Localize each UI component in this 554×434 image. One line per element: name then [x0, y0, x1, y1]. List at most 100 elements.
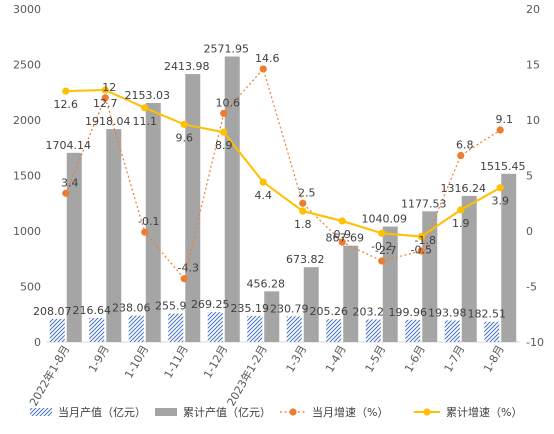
- y-left-tick-label: 500: [20, 281, 41, 294]
- cumulative-growth-marker: [62, 87, 70, 95]
- lines-group: [62, 65, 504, 283]
- monthly-growth-label: 10.6: [216, 96, 241, 109]
- cumulative-growth-marker: [457, 206, 465, 214]
- cumulative-growth-label: 0.9: [334, 228, 352, 241]
- legend-marker: [289, 408, 297, 416]
- monthly-output-bar: [286, 316, 302, 342]
- legend-label: 当月增速（%）: [312, 405, 388, 419]
- monthly-growth-marker: [259, 65, 267, 73]
- cumulative-growth-label: 8.9: [215, 139, 233, 152]
- monthly-growth-marker: [299, 199, 307, 207]
- cumulative-output-label: 2413.98: [164, 60, 210, 73]
- monthly-growth-marker: [220, 109, 228, 117]
- x-tick-label: 2022年1-8月: [26, 343, 72, 409]
- cumulative-output-bar: [224, 56, 240, 342]
- cumulative-output-label: 2571.95: [204, 43, 250, 56]
- monthly-output-label: 203.2: [353, 305, 385, 318]
- y-right-tick-label: -5: [526, 281, 537, 294]
- monthly-growth-line: [65, 67, 501, 281]
- monthly-output-bar: [444, 320, 460, 342]
- monthly-output-label: 269.25: [191, 298, 230, 311]
- y-right-tick-label: 15: [526, 59, 540, 72]
- monthly-growth-label: 12: [102, 81, 116, 94]
- monthly-output-bar: [168, 313, 184, 342]
- monthly-output-label: 216.64: [73, 304, 112, 317]
- y-left-tick-label: 1500: [13, 170, 41, 183]
- monthly-output-label: 230.79: [270, 302, 309, 315]
- cumulative-growth-label: 9.6: [176, 131, 194, 144]
- monthly-output-label: 199.96: [389, 306, 428, 319]
- monthly-output-bar: [49, 318, 65, 342]
- monthly-growth-label: 6.8: [456, 139, 474, 152]
- monthly-growth-marker: [378, 257, 386, 265]
- monthly-growth-label: -2.7: [375, 244, 396, 257]
- x-tick-label: 1-9月: [86, 343, 112, 375]
- monthly-growth-label: 9.1: [496, 113, 514, 126]
- cumulative-output-bar: [461, 195, 477, 342]
- cumulative-output-label: 2153.03: [125, 89, 171, 102]
- monthly-output-bar: [365, 319, 381, 342]
- legend-marker: [423, 408, 431, 416]
- cumulative-growth-label: 1.8: [294, 218, 312, 231]
- x-tick-label: 1-10月: [122, 343, 151, 381]
- monthly-growth-marker: [417, 247, 425, 255]
- cumulative-growth-label: 12.7: [93, 97, 118, 110]
- x-tick-label: 2023年1-2月: [224, 343, 270, 409]
- cumulative-output-bar: [66, 152, 82, 342]
- monthly-output-bar: [89, 317, 105, 342]
- legend-swatch-cumulative-output: [155, 408, 177, 416]
- y-right-tick-label: -10: [526, 336, 544, 349]
- monthly-output-label: 255.9: [155, 300, 187, 313]
- legend-label: 累计增速（%）: [446, 405, 522, 419]
- monthly-output-label: 205.26: [310, 305, 349, 318]
- monthly-output-bar: [247, 315, 263, 342]
- monthly-growth-marker: [62, 189, 70, 197]
- x-tick-label: 1-11月: [162, 343, 191, 381]
- cumulative-output-bar: [264, 291, 280, 342]
- cumulative-growth-marker: [101, 86, 109, 94]
- cumulative-output-bar: [106, 129, 122, 342]
- monthly-growth-label: 3.4: [61, 176, 79, 189]
- monthly-output-label: 208.07: [33, 305, 72, 318]
- cumulative-growth-marker: [378, 229, 386, 237]
- cumulative-output-label: 1918.04: [85, 115, 131, 128]
- cumulative-growth-label: 11.1: [133, 115, 158, 128]
- monthly-output-label: 235.19: [231, 302, 270, 315]
- monthly-growth-marker: [101, 94, 109, 102]
- data-labels-group: 208.07 216.64 238.06 255.9 269.25 235.19 230.7…: [33, 43, 526, 321]
- x-tick-label: 1-8月: [481, 343, 507, 375]
- legend-swatch-monthly-output: [30, 408, 52, 416]
- cumulative-output-label: 673.82: [286, 253, 325, 266]
- cumulative-output-label: 1040.09: [362, 213, 408, 226]
- x-tick-label: 1-6月: [402, 343, 428, 375]
- monthly-output-bar: [128, 315, 144, 342]
- cumulative-output-bar: [185, 74, 201, 342]
- cumulative-growth-label: -0.2: [371, 240, 392, 253]
- cumulative-output-label: 1704.14: [46, 139, 92, 152]
- cumulative-output-bar: [382, 226, 398, 342]
- monthly-output-label: 238.06: [112, 302, 151, 315]
- monthly-growth-marker: [457, 151, 465, 160]
- cumulative-output-label: 867.69: [326, 232, 365, 245]
- x-tick-label: 1-12月: [201, 343, 230, 381]
- monthly-growth-marker: [180, 275, 188, 283]
- legend: 当月产值（亿元） 累计产值（亿元） 当月增速（%） 累计增速（%）: [30, 405, 522, 419]
- monthly-growth-marker: [141, 228, 149, 236]
- cumulative-growth-marker: [259, 178, 267, 186]
- monthly-growth-label: -4.3: [178, 262, 199, 275]
- monthly-growth-marker: [338, 238, 346, 246]
- y-right-tick-label: 10: [526, 114, 540, 127]
- monthly-output-bar: [484, 321, 500, 342]
- cumulative-growth-marker: [141, 104, 149, 112]
- monthly-growth-label: 2.5: [298, 186, 316, 199]
- cumulative-growth-marker: [180, 120, 188, 129]
- cumulative-output-bar: [145, 103, 161, 342]
- monthly-output-bar: [405, 319, 421, 342]
- cumulative-output-bar: [303, 267, 319, 342]
- monthly-growth-label: -0.1: [138, 215, 159, 228]
- monthly-output-bar: [326, 319, 342, 342]
- cumulative-output-label: 1515.45: [480, 160, 526, 173]
- x-tick-label: 1-4月: [323, 343, 349, 375]
- cumulative-growth-label: -0.5: [411, 244, 432, 257]
